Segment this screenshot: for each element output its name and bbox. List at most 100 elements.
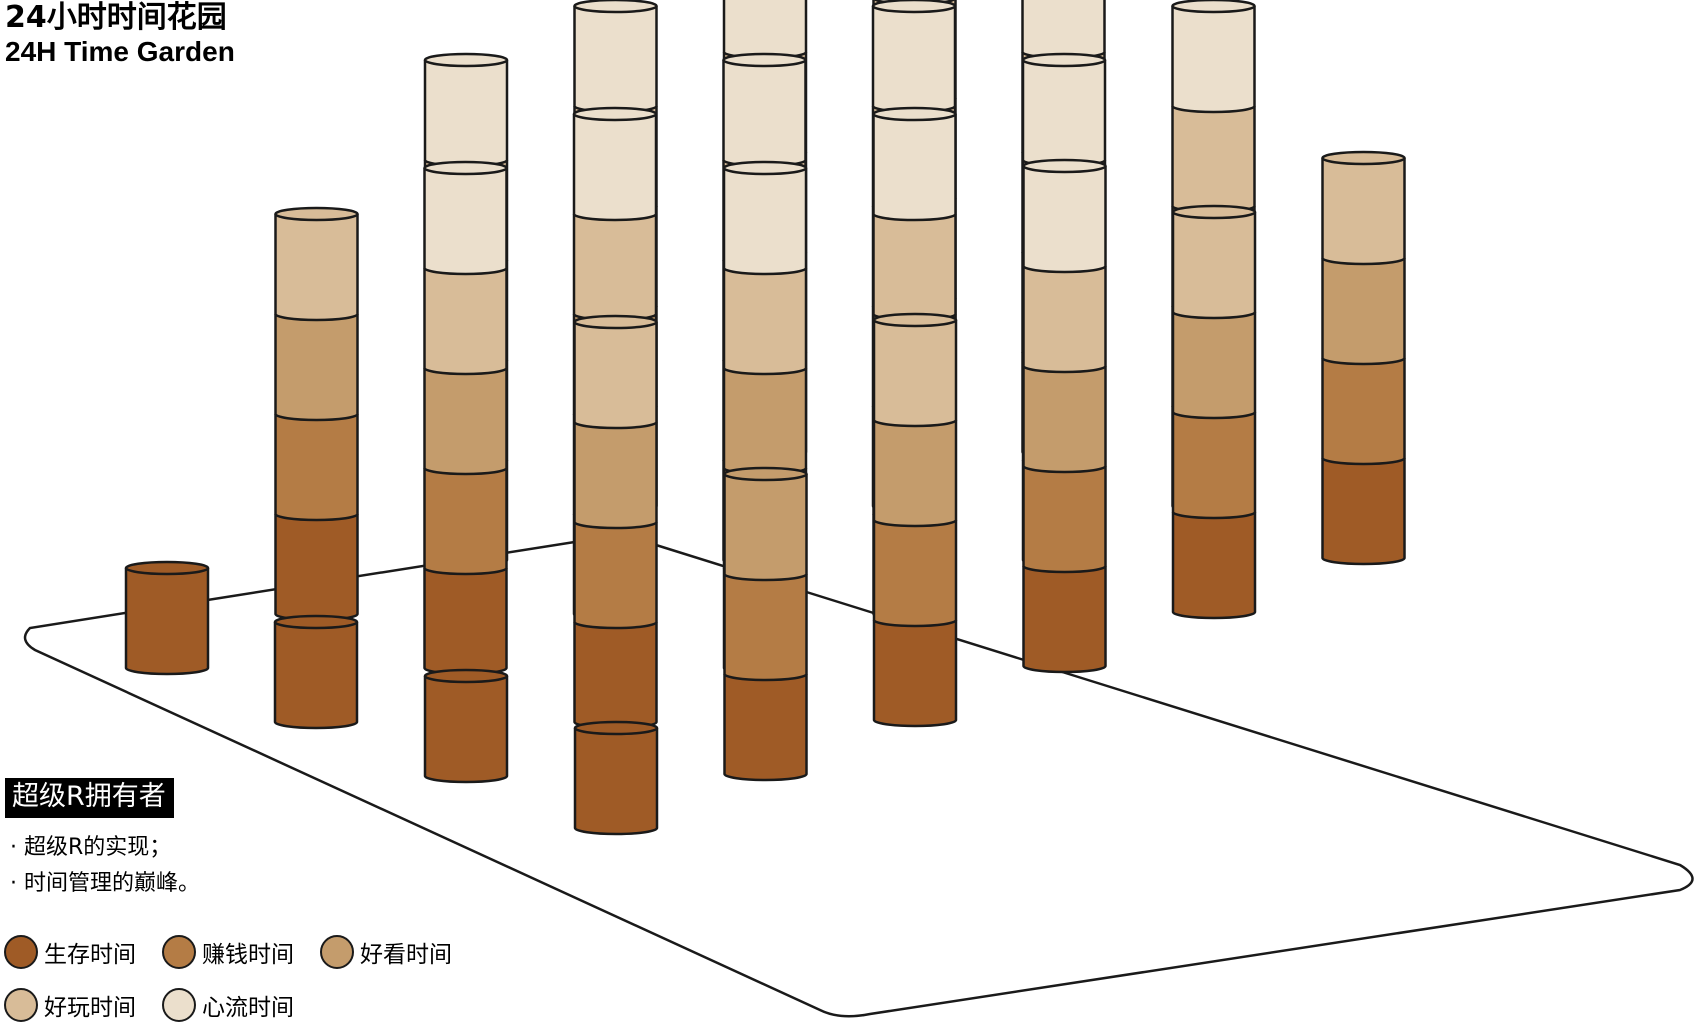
legend-item-flow: 心流时间 xyxy=(162,988,294,1022)
legend-item-money: 赚钱时间 xyxy=(162,935,294,969)
cylinder-segment xyxy=(1171,106,1256,214)
cylinder-segment xyxy=(1022,266,1107,374)
legend-item-survival: 生存时间 xyxy=(4,935,136,969)
time-stack xyxy=(124,560,210,676)
cylinder-segment xyxy=(722,0,808,60)
cylinder-segment xyxy=(1021,0,1106,60)
cylinder-top xyxy=(723,466,808,482)
cylinder-segment xyxy=(1321,258,1406,366)
cylinder-top xyxy=(124,560,210,576)
cylinder-segment xyxy=(1321,458,1406,566)
cylinder-segment xyxy=(1171,312,1257,420)
cylinder-segment xyxy=(1321,158,1406,266)
time-stack xyxy=(573,314,658,730)
cylinder-segment xyxy=(573,522,658,630)
cylinder-segment xyxy=(722,268,808,376)
time-stack xyxy=(1022,158,1107,674)
cylinder-segment xyxy=(572,214,658,322)
cylinder-segment xyxy=(1171,212,1257,320)
legend-label: 赚钱时间 xyxy=(202,942,294,968)
cylinder-segment xyxy=(871,6,957,114)
cylinder-top xyxy=(423,668,509,684)
cylinder-segment xyxy=(423,168,508,276)
cylinder-top xyxy=(573,0,658,14)
time-stack xyxy=(423,668,509,784)
cylinder-segment xyxy=(573,622,658,730)
cylinder-segment xyxy=(872,420,958,528)
legend-label: 心流时间 xyxy=(202,995,294,1021)
cylinder-top xyxy=(871,0,957,14)
cylinder-top xyxy=(722,160,808,176)
cylinder-top xyxy=(423,52,509,68)
cylinder-segment xyxy=(423,60,509,168)
legend-swatch xyxy=(4,935,38,969)
legend-label: 好看时间 xyxy=(360,942,452,968)
cylinder-top xyxy=(1021,52,1107,68)
cylinder-segment xyxy=(423,368,508,476)
legend-swatch xyxy=(162,935,196,969)
cylinder-segment xyxy=(274,414,359,522)
cylinder-top xyxy=(1171,204,1257,220)
time-stack xyxy=(573,720,659,836)
legend-item-looks: 好看时间 xyxy=(320,935,452,969)
cylinder-segment xyxy=(1022,366,1107,474)
time-stack xyxy=(872,312,958,728)
cylinder-segment xyxy=(1171,6,1256,114)
legend-swatch xyxy=(320,935,354,969)
cylinder-segment xyxy=(423,676,509,784)
cylinder-segment xyxy=(124,568,210,676)
cylinder-top xyxy=(423,160,508,176)
cylinder-segment xyxy=(1171,412,1257,520)
legend-label: 好玩时间 xyxy=(44,995,136,1021)
cylinder-segment xyxy=(573,6,658,114)
bullet-item: · 时间管理的巅峰。 xyxy=(10,871,200,896)
time-stack xyxy=(1171,204,1257,620)
cylinder-segment xyxy=(872,114,957,222)
cylinder-segment xyxy=(872,214,957,322)
time-stack xyxy=(423,160,508,676)
bullet-item: · 超级R的实现； xyxy=(10,835,172,860)
time-stack xyxy=(274,206,359,622)
cylinder-segment xyxy=(274,314,359,422)
cylinder-segment xyxy=(872,620,958,728)
cylinder-top xyxy=(872,106,957,122)
cylinder-segment xyxy=(1321,358,1406,466)
cylinder-segment xyxy=(573,422,658,530)
cylinder-top xyxy=(1321,150,1406,166)
page-title: 24小时时间花园 xyxy=(5,0,227,35)
cylinder-top xyxy=(573,314,658,330)
page-subtitle: 24H Time Garden xyxy=(5,36,235,67)
legend-swatch xyxy=(162,988,196,1022)
cylinder-top xyxy=(274,206,359,222)
cylinder-segment xyxy=(573,322,658,430)
cylinder-segment xyxy=(274,214,359,322)
time-stack xyxy=(723,466,808,782)
cylinder-segment xyxy=(573,728,659,836)
cylinder-segment xyxy=(423,568,508,676)
cylinder-segment xyxy=(423,468,508,576)
cylinder-segment xyxy=(722,60,807,168)
cylinder-segment xyxy=(1022,566,1107,674)
cylinder-segment xyxy=(723,474,808,582)
legend-swatch xyxy=(4,988,38,1022)
legend-label: 生存时间 xyxy=(44,942,136,968)
cylinder-segment xyxy=(723,674,808,782)
cylinder-top xyxy=(572,106,658,122)
cylinder-segment xyxy=(872,520,958,628)
cylinder-segment xyxy=(274,514,359,622)
cylinder-top xyxy=(872,312,958,328)
cylinder-segment xyxy=(1022,166,1107,274)
legend-item-fun: 好玩时间 xyxy=(4,988,136,1022)
cylinder-segment xyxy=(1171,512,1257,620)
cylinder-segment xyxy=(423,268,508,376)
cylinder-segment xyxy=(723,574,808,682)
time-stack xyxy=(273,614,359,730)
cylinder-top xyxy=(1022,158,1107,174)
time-stack xyxy=(1321,150,1406,566)
cylinder-segment xyxy=(1021,60,1107,168)
cylinder-segment xyxy=(872,320,958,428)
cylinder-segment xyxy=(722,168,808,276)
cylinder-segment xyxy=(273,622,359,730)
cylinder-top xyxy=(1171,0,1256,14)
cylinder-segment xyxy=(572,114,658,222)
